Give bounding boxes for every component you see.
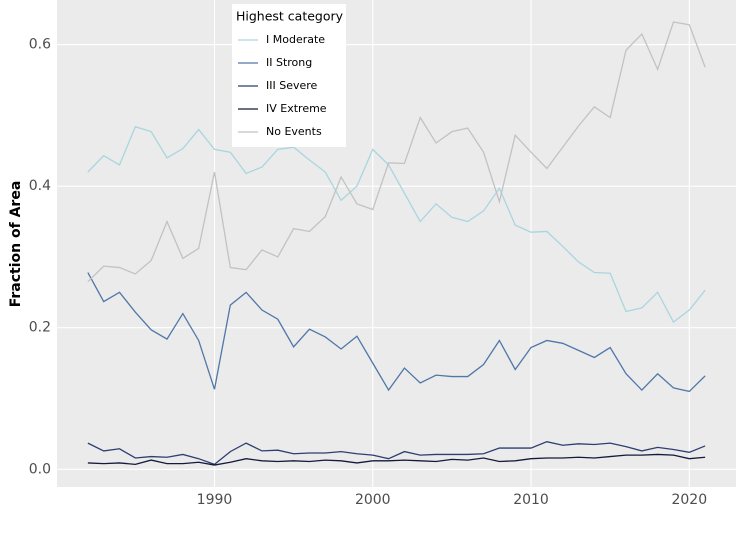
x-tick-label: 1990 bbox=[197, 492, 233, 508]
legend-label: II Strong bbox=[266, 56, 312, 69]
y-tick-label: 0.0 bbox=[29, 461, 51, 477]
legend-title: Highest category bbox=[236, 9, 344, 24]
series-line bbox=[87, 441, 706, 466]
y-tick-label: 0.6 bbox=[29, 37, 51, 53]
legend-label: I Moderate bbox=[266, 33, 325, 46]
y-tick-label: 0.4 bbox=[29, 178, 51, 194]
y-axis-label: Fraction of Area bbox=[8, 181, 24, 308]
legend-label: IV Extreme bbox=[266, 102, 327, 115]
series-line bbox=[87, 21, 706, 283]
series-line bbox=[87, 125, 706, 324]
x-tick-label: 2020 bbox=[671, 492, 707, 508]
x-tick-label: 2010 bbox=[513, 492, 549, 508]
series-line bbox=[87, 453, 706, 466]
series-line bbox=[87, 272, 706, 393]
legend-label: III Severe bbox=[266, 79, 318, 92]
x-tick-label: 2000 bbox=[355, 492, 391, 508]
y-tick-label: 0.2 bbox=[29, 320, 51, 336]
legend-label: No Events bbox=[266, 125, 322, 138]
legend-box bbox=[232, 4, 346, 147]
plot-panel bbox=[57, 0, 736, 487]
